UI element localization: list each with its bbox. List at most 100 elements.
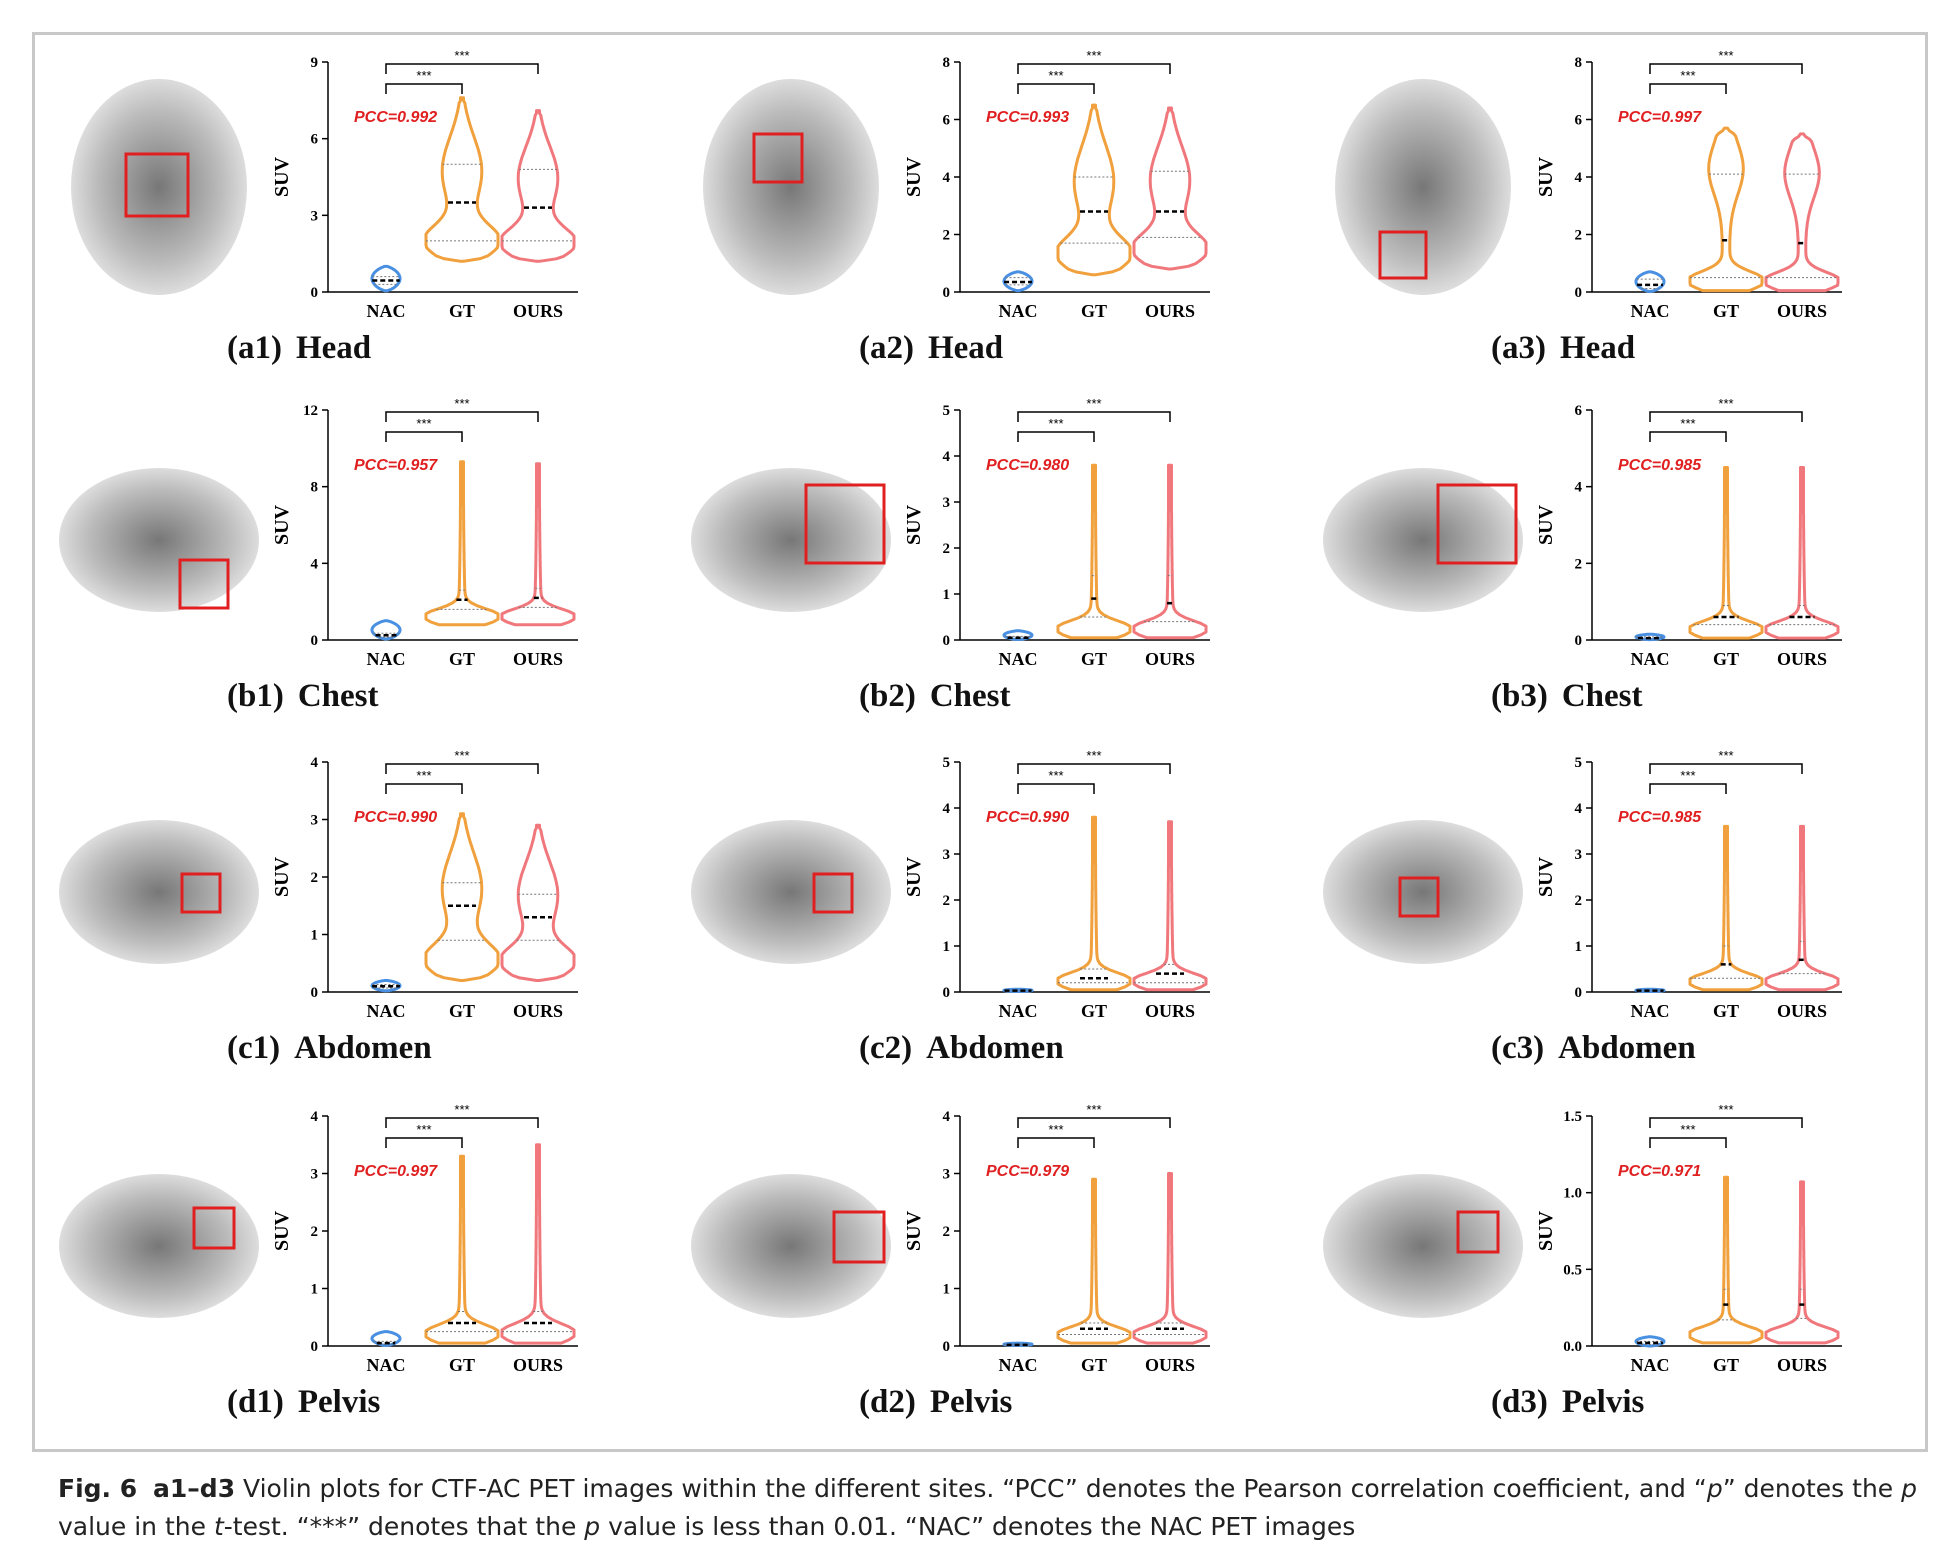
roi-box [1398, 876, 1440, 918]
y-tick-label: 3 [1575, 847, 1583, 863]
y-tick-label: 4 [311, 1109, 319, 1125]
sig-label: *** [454, 1102, 469, 1117]
y-tick-label: 0 [311, 285, 319, 301]
figure-frame [32, 32, 1928, 1452]
roi-box [124, 152, 190, 218]
pcc-label: PCC=0.979 [986, 1163, 1069, 1180]
violin-nac [370, 264, 402, 293]
x-tick-label: NAC [367, 1001, 406, 1021]
caption-text-5: value is less than 0.01. “NAC” denotes t… [600, 1512, 1356, 1541]
panel-site: Pelvis [297, 1384, 381, 1420]
x-tick-label: OURS [1777, 1001, 1827, 1021]
sig-bracket-gt [1017, 83, 1095, 94]
sig-bracket-gt [385, 1137, 463, 1148]
pcc-label: PCC=0.971 [1618, 1163, 1701, 1180]
pet-scan-c3 [1323, 820, 1523, 964]
panel-id: (b3) [1491, 678, 1548, 714]
violin-plot-c2: 0 1 2 3 4 5 SUV NAC GT OURS *** *** PCC=0.990 [903, 748, 1210, 1021]
y-tick-label: 4 [311, 755, 319, 771]
panel-id: (c1) [227, 1030, 281, 1066]
y-tick-label: 2 [943, 228, 951, 244]
y-tick-label: 8 [943, 55, 951, 71]
violin-gt [1056, 463, 1132, 640]
y-axis-label: SUV [1535, 156, 1557, 197]
pcc-label: PCC=0.993 [986, 109, 1069, 126]
sig-label: *** [1086, 396, 1101, 411]
sig-bracket-ours [1017, 1117, 1171, 1128]
panel-label-d2: (d2) Pelvis [859, 1384, 1026, 1421]
y-tick-label: 5 [943, 403, 951, 419]
x-tick-label: NAC [367, 1355, 406, 1375]
y-tick-label: 3 [943, 1167, 951, 1183]
panel-label-d3: (d3) Pelvis [1491, 1384, 1658, 1421]
violin-plot-c1: 0 1 2 3 4 SUV NAC GT OURS *** *** PCC=0.990 [271, 748, 578, 1021]
y-tick-label: 6 [1575, 113, 1583, 129]
violin-nac [1002, 270, 1034, 293]
panel-d3: 0.0 0.5 1.0 1.5 SUV NAC GT OURS *** *** PCC=0.971 (… [1296, 1096, 1928, 1446]
figure-caption: Fig. 6 a1–d3 Violin plots for CTF-AC PET… [58, 1470, 1928, 1546]
sig-bracket-ours [1017, 411, 1171, 422]
x-tick-label: GT [449, 1355, 475, 1375]
panel-a1: 0 3 6 9 SUV NAC GT OURS *** *** PCC=0.992 (a1) Head [32, 42, 664, 392]
x-tick-label: OURS [1145, 1001, 1195, 1021]
sig-label: *** [416, 416, 431, 431]
y-tick-label: 4 [311, 556, 319, 572]
y-tick-label: 2 [943, 893, 951, 909]
y-tick-label: 1 [1575, 939, 1583, 955]
violin-ours [1764, 824, 1840, 992]
pet-scan-b1 [59, 468, 259, 612]
roi-box [812, 872, 854, 914]
x-tick-label: GT [1713, 649, 1739, 669]
sig-bracket-ours [1017, 763, 1171, 774]
x-tick-label: NAC [999, 301, 1038, 321]
panel-label-a2: (a2) Head [859, 330, 1017, 367]
pet-scan-b3 [1323, 468, 1523, 612]
sig-bracket-ours [1017, 63, 1171, 74]
violin-gt [1688, 824, 1764, 992]
y-axis-label: SUV [1535, 856, 1557, 897]
roi-box [192, 1206, 236, 1250]
x-tick-label: NAC [367, 301, 406, 321]
scan-body [1323, 1174, 1523, 1318]
sig-label: *** [1048, 416, 1063, 431]
x-tick-label: NAC [999, 649, 1038, 669]
y-tick-label: 0 [943, 633, 951, 649]
x-tick-label: NAC [1631, 649, 1670, 669]
y-tick-label: 12 [303, 403, 318, 419]
panel-b3: 0 2 4 6 SUV NAC GT OURS *** *** PCC=0.985 (b3) Chest [1296, 390, 1928, 740]
y-tick-label: 1 [311, 1282, 319, 1298]
violin-plot-d3: 0.0 0.5 1.0 1.5 SUV NAC GT OURS *** *** PCC=0.971 [1535, 1102, 1842, 1375]
violin-ours [1132, 106, 1208, 271]
pet-scan-b2 [691, 468, 891, 612]
sig-bracket-ours [385, 411, 539, 422]
pet-scan-d3 [1323, 1174, 1523, 1318]
y-tick-label: 2 [1575, 893, 1583, 909]
y-axis-label: SUV [903, 1210, 925, 1251]
y-tick-label: 2 [1575, 556, 1583, 572]
panel-site: Head [1559, 330, 1636, 366]
caption-p-2: p [1901, 1474, 1917, 1503]
x-tick-label: OURS [513, 649, 563, 669]
x-tick-label: GT [449, 301, 475, 321]
sig-bracket-gt [385, 431, 463, 442]
sig-bracket-ours [1649, 1117, 1803, 1128]
y-tick-label: 0 [311, 1339, 319, 1355]
scan-body [691, 820, 891, 964]
y-tick-label: 3 [311, 1167, 319, 1183]
y-tick-label: 8 [311, 480, 319, 496]
sig-label: *** [1680, 68, 1695, 83]
roi-box [1436, 483, 1518, 565]
roi-box [178, 558, 230, 610]
scan-body [59, 1174, 259, 1318]
panel-id: (b1) [227, 678, 284, 714]
panel-site: Pelvis [1561, 1384, 1645, 1420]
pcc-label: PCC=0.985 [1618, 809, 1702, 826]
violin-plot-a2: 0 2 4 6 8 SUV NAC GT OURS *** *** PCC=0.993 [903, 48, 1210, 321]
pcc-label: PCC=0.990 [986, 809, 1069, 826]
panel-site: Chest [929, 678, 1011, 714]
x-tick-label: GT [1713, 1355, 1739, 1375]
violin-gt [424, 460, 500, 627]
caption-text-3: value in the [58, 1512, 214, 1541]
sig-label: *** [1718, 748, 1733, 763]
panel-site: Head [295, 330, 372, 366]
